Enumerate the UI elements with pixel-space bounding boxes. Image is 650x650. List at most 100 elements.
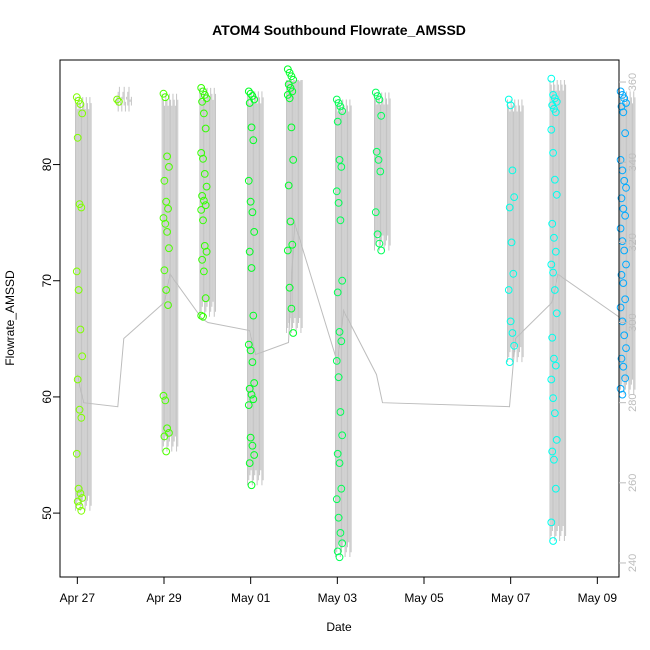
- scatter-point: [619, 362, 628, 371]
- scatter-point: [289, 329, 298, 337]
- scatter-point: [76, 489, 85, 498]
- scatter-point: [337, 163, 346, 171]
- y-axis-label: Flowrate_AMSSD: [3, 270, 17, 366]
- scatter-point: [200, 242, 209, 250]
- scatter-point: [244, 401, 253, 410]
- scatter-point: [550, 233, 558, 242]
- scatter-point: [76, 100, 85, 108]
- scatter-point: [337, 337, 346, 346]
- scatter-point: [200, 196, 208, 205]
- scatter-point: [246, 89, 255, 98]
- scatter-point: [551, 286, 559, 294]
- scatter-point: [506, 317, 515, 326]
- scatter-point: [371, 208, 380, 217]
- scatter-point: [552, 436, 561, 444]
- chart-title: ATOM4 Southbound Flowrate_AMSSD: [212, 22, 466, 38]
- scatter-point: [160, 176, 169, 185]
- scatter-point: [289, 156, 298, 164]
- x-tick-label: Apr 29: [146, 591, 182, 605]
- scatter-point: [621, 129, 629, 138]
- scatter-point: [617, 271, 626, 279]
- scatter-point: [74, 484, 83, 493]
- scatter-point: [335, 553, 344, 562]
- scatter-point: [286, 217, 295, 226]
- scatter-point: [198, 255, 207, 264]
- x-tick-label: May 01: [231, 591, 271, 605]
- scatter-point: [547, 260, 556, 269]
- scatter-point: [507, 238, 516, 247]
- scatter-point: [73, 375, 82, 384]
- y-axis: 50 60 70 80: [40, 158, 60, 520]
- y-tick-label: 70: [40, 274, 54, 288]
- scatter-point: [508, 166, 517, 175]
- scatter-point: [622, 183, 630, 192]
- scatter-point: [77, 203, 86, 212]
- scatter-point: [163, 228, 172, 236]
- scatter-point: [250, 451, 259, 459]
- scatter-point: [73, 133, 82, 142]
- right-tick-label: 240: [627, 554, 639, 572]
- scatter-point: [164, 204, 172, 213]
- scatter-point: [283, 246, 292, 255]
- x-tick-label: May 05: [404, 591, 444, 605]
- scatter-point: [549, 537, 557, 545]
- scatter-point: [72, 267, 81, 276]
- y-tick-label: 60: [40, 390, 54, 404]
- scatter-point: [551, 175, 559, 184]
- scatter-point: [617, 102, 626, 111]
- scatter-point: [376, 167, 385, 176]
- scatter-point: [377, 111, 386, 120]
- scatter-point: [200, 170, 209, 178]
- scatter-point: [200, 267, 208, 276]
- scatter-point: [164, 301, 172, 310]
- right-tick-label: 260: [627, 474, 639, 492]
- scatter-point: [161, 396, 170, 405]
- scatter-point: [245, 384, 254, 393]
- scatter-point: [163, 424, 172, 433]
- scatter-point: [198, 97, 207, 106]
- scatter-point: [333, 288, 342, 297]
- scatter-point: [72, 449, 81, 458]
- scatter-point: [616, 384, 625, 393]
- scatter-point: [547, 375, 556, 384]
- x-axis: Apr 27 Apr 29 May 01 May 03 May 05 May 07 May …: [60, 577, 617, 605]
- scatter-point: [244, 176, 253, 185]
- scatter-point: [285, 94, 294, 103]
- scatter-point: [246, 433, 255, 442]
- x-axis-label: Date: [326, 620, 352, 634]
- scatter-point: [162, 447, 171, 456]
- scatter-point: [163, 152, 172, 161]
- scatter-point: [248, 208, 257, 217]
- scatter-point: [621, 211, 629, 220]
- scatter-point: [161, 219, 170, 228]
- scatter-point: [334, 513, 343, 522]
- scatter-point: [159, 391, 168, 400]
- scatter-point: [336, 408, 345, 416]
- scatter-point: [247, 123, 256, 132]
- scatter-point: [548, 333, 557, 342]
- scatter-point: [335, 156, 344, 164]
- scatter-point: [504, 95, 513, 104]
- scatter-point: [332, 495, 341, 504]
- scatter-point: [621, 374, 629, 383]
- scatter-point: [620, 331, 629, 340]
- scatter-point: [287, 304, 296, 313]
- right-tick-label: 320: [627, 233, 639, 251]
- scatter-point: [616, 224, 625, 233]
- scatter-point: [620, 246, 629, 255]
- scatter-point: [201, 201, 210, 210]
- scatter-point: [161, 93, 170, 102]
- scatter-point: [549, 394, 557, 403]
- scatter-point: [285, 283, 294, 292]
- scatter-point: [73, 497, 82, 506]
- scatter-point: [375, 95, 384, 104]
- scatter-point: [162, 286, 171, 294]
- scatter-point: [113, 95, 121, 104]
- scatter-point: [76, 325, 85, 334]
- right-tick-label: 280: [627, 393, 639, 411]
- right-axis: 240 260 280 300 320 340 360: [619, 73, 639, 572]
- scatter-point: [510, 341, 519, 350]
- scatter-point: [619, 108, 628, 117]
- scatter-point: [202, 247, 211, 256]
